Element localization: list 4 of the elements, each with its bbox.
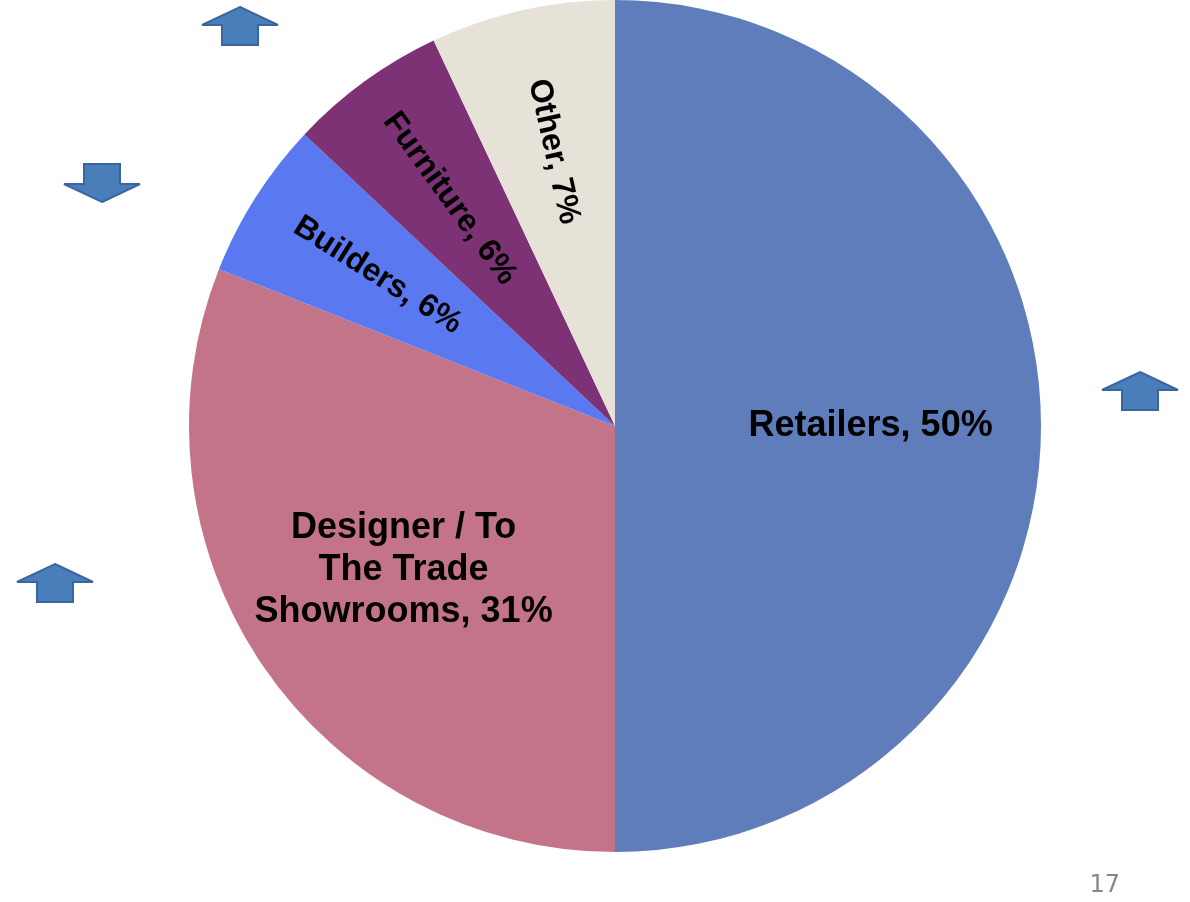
slice-label: Designer / To The Trade Showrooms, 31% [254, 504, 553, 630]
text: 17 [1089, 870, 1120, 898]
slice-label: Retailers, 50% [748, 402, 993, 444]
slice-label: Other, 7% [522, 75, 590, 228]
